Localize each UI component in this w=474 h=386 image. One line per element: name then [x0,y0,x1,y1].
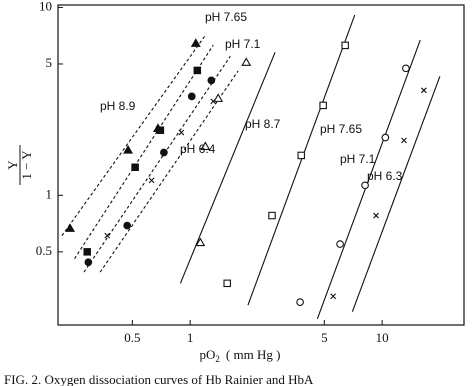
x-axis-label: pO2( mm Hg ) [200,347,281,364]
square-marker [341,41,349,50]
y-tick-label: 10 [39,0,52,13]
y-tick-label: 0.5 [36,243,52,258]
y-tick-label: 1 [46,186,53,201]
circle-marker [361,181,369,190]
circle-marker [84,258,93,267]
series-annotation: pH 8.7 [245,117,281,131]
fit-line [351,76,441,312]
triangle-marker [241,57,252,66]
fit-line [61,35,206,236]
x-marker [420,87,427,94]
fit-line [99,70,239,273]
series-annotation: pH 6.3 [367,169,403,183]
series-annotation: pH 8.9 [100,99,136,113]
plot-frame [57,4,465,326]
square-marker [131,163,139,172]
square-marker [268,211,276,220]
y-tick-label: 5 [46,55,53,70]
fit-line [179,52,276,284]
circle-marker [160,148,168,157]
circle-marker [402,64,410,73]
caption: FIG. 2. Oxygen dissociation curves of Hb… [4,372,314,386]
x-marker [330,293,337,300]
y-label-numerator: Y [5,160,20,170]
series-annotation: pH 7.65 [205,10,247,24]
square-marker [297,151,305,160]
circle-marker [187,92,196,101]
x-marker [401,137,407,144]
circle-marker [207,76,216,85]
circle-marker [381,133,390,142]
triangle-marker [190,38,201,47]
plot-area [61,14,441,320]
x-tick-label: 0.5 [124,330,140,345]
triangle-marker [123,144,134,154]
circle-marker [123,221,132,230]
series-annotation: pH 6.4 [180,142,216,156]
circle-marker [296,298,304,306]
square-marker [319,101,327,110]
y-axis-label: Y 1 − Y [5,145,34,185]
square-marker [193,66,202,75]
triangle-marker [65,223,76,232]
x-marker [104,232,111,239]
x-tick-label: 10 [376,330,389,345]
x-marker [148,177,155,184]
x-marker [178,129,185,136]
fit-line [74,44,214,259]
triangle-marker [200,141,211,150]
fit-line [247,14,356,306]
x-tick-label: 5 [321,330,328,345]
square-marker [83,248,91,256]
series-annotation: pH 7.1 [225,37,261,51]
series-annotation: pH 7.65 [320,122,362,136]
series-annotation: pH 7.1 [340,152,376,166]
fit-line [83,55,231,273]
fit-line [316,39,421,320]
circle-marker [336,240,344,248]
x-tick-label: 1 [187,330,194,345]
square-marker [223,279,231,288]
square-marker [156,126,165,134]
triangle-marker [213,93,224,102]
y-label-denominator: 1 − Y [19,150,34,180]
triangle-marker [195,237,206,247]
x-marker [373,212,379,219]
